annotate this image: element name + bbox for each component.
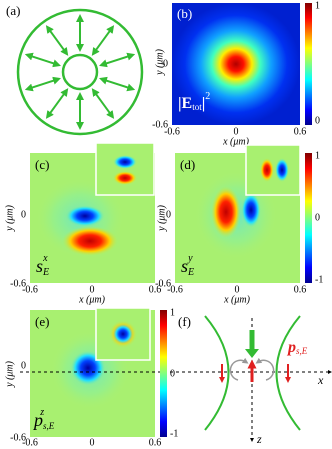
- y-tick: 0: [21, 209, 26, 220]
- dipole-label: ps,E: [286, 339, 308, 356]
- outer-ring: [16, 8, 144, 136]
- y-label: y (μm): [4, 360, 15, 388]
- blob: [65, 205, 105, 227]
- blob: [113, 155, 137, 169]
- x-tick: 0: [234, 126, 239, 137]
- colorbar-tick: 1: [315, 0, 320, 11]
- z-axis-label: z: [256, 432, 262, 446]
- field-arrow: [99, 52, 136, 68]
- y-tick: -0.6: [155, 278, 171, 289]
- x-tick: -0.6: [167, 284, 183, 295]
- y-label: y (μm): [154, 48, 165, 76]
- panel-label: (c): [35, 157, 49, 172]
- blob: [211, 186, 241, 238]
- spin-arrow: [255, 357, 275, 381]
- field-arrow: [24, 52, 61, 68]
- x-tick: 0.6: [294, 284, 307, 295]
- field-arrow: [91, 25, 115, 56]
- x-tick: -0.6: [164, 126, 180, 137]
- x-tick: 0: [235, 284, 240, 295]
- x-label: x (μm): [223, 294, 251, 305]
- colorbar-tick: 1: [170, 307, 175, 318]
- x-tick: 0.6: [149, 284, 162, 295]
- colorbar-tick: 0: [170, 368, 175, 379]
- lens-arc: [204, 315, 230, 431]
- colorbar-tick: 0: [315, 212, 320, 223]
- quantity: ps,Ez: [32, 407, 55, 431]
- panel-label: (f): [178, 314, 191, 329]
- x-label: x (μm): [78, 294, 106, 305]
- x-tick: 0.6: [294, 126, 307, 137]
- quantity: sEy: [181, 253, 194, 278]
- panel-f: (f) ps,E x z: [178, 314, 324, 446]
- field-arrow: [45, 25, 69, 56]
- heatmap: [172, 3, 300, 125]
- y-tick: 0: [166, 209, 171, 220]
- x-tick: 0.6: [149, 437, 162, 448]
- colorbar-tick: -1: [315, 274, 323, 285]
- y-tick: -0.6: [10, 432, 26, 443]
- y-tick: 0: [163, 58, 168, 69]
- quantity: sEx: [36, 253, 49, 278]
- field-arrow: [91, 88, 115, 119]
- panel-label: (b): [177, 6, 192, 21]
- blob: [62, 226, 118, 256]
- incident-arrowhead: [245, 349, 259, 358]
- panel-e: 1 0 -1 (e) ps,Ez 0 -0.6 y (μm) -0.6 0 0.…: [4, 307, 332, 448]
- field-arrow: [24, 76, 61, 92]
- x-tick: 0: [90, 284, 95, 295]
- panel-d: 1 0 -1 (d) sEy 0 -0.6 y (μm) -0.6 0 0.6 …: [155, 144, 323, 305]
- x-label: x (μm): [222, 136, 250, 147]
- blob: [275, 158, 289, 182]
- colorbar: [305, 153, 312, 283]
- colorbar-tick: -1: [170, 428, 178, 439]
- y-tick: -0.6: [10, 278, 26, 289]
- field-arrow: [99, 76, 136, 92]
- panel-c: (c) sEx 0 -0.6 y (μm) -0.6 0 0.6 x (μm): [4, 142, 162, 305]
- x-tick: 0: [90, 437, 95, 448]
- x-tick: -0.6: [22, 284, 38, 295]
- x-tick: -0.6: [22, 437, 38, 448]
- blob: [241, 192, 261, 228]
- y-tick: 0: [21, 360, 26, 371]
- panel-label: (a): [6, 3, 20, 18]
- lens-arc: [275, 315, 301, 431]
- blob: [113, 171, 137, 185]
- y-tick: -0.6: [152, 119, 168, 130]
- y-label: y (μm): [4, 204, 15, 232]
- blob: [113, 324, 133, 344]
- panel-a: (a): [6, 3, 144, 136]
- y-label: y (μm): [156, 204, 167, 232]
- panel-label: (d): [180, 157, 195, 172]
- panel-b: 1 0 (b) |Etot|2 0 -0.6 y (μm) -0.6 0 0.6…: [152, 0, 320, 147]
- colorbar: [305, 3, 312, 125]
- blob: [260, 158, 274, 182]
- x-axis-label: x: [317, 373, 324, 387]
- colorbar-tick: 0: [315, 115, 320, 126]
- quantity: |Etot|2: [178, 91, 210, 112]
- colorbar: [160, 310, 167, 437]
- field-arrows: [24, 14, 136, 130]
- panel-label: (e): [35, 314, 49, 329]
- spin-arrow: [229, 357, 249, 381]
- inner-ring: [61, 53, 99, 91]
- colorbar-tick: 1: [315, 150, 320, 161]
- field-arrow: [45, 88, 69, 119]
